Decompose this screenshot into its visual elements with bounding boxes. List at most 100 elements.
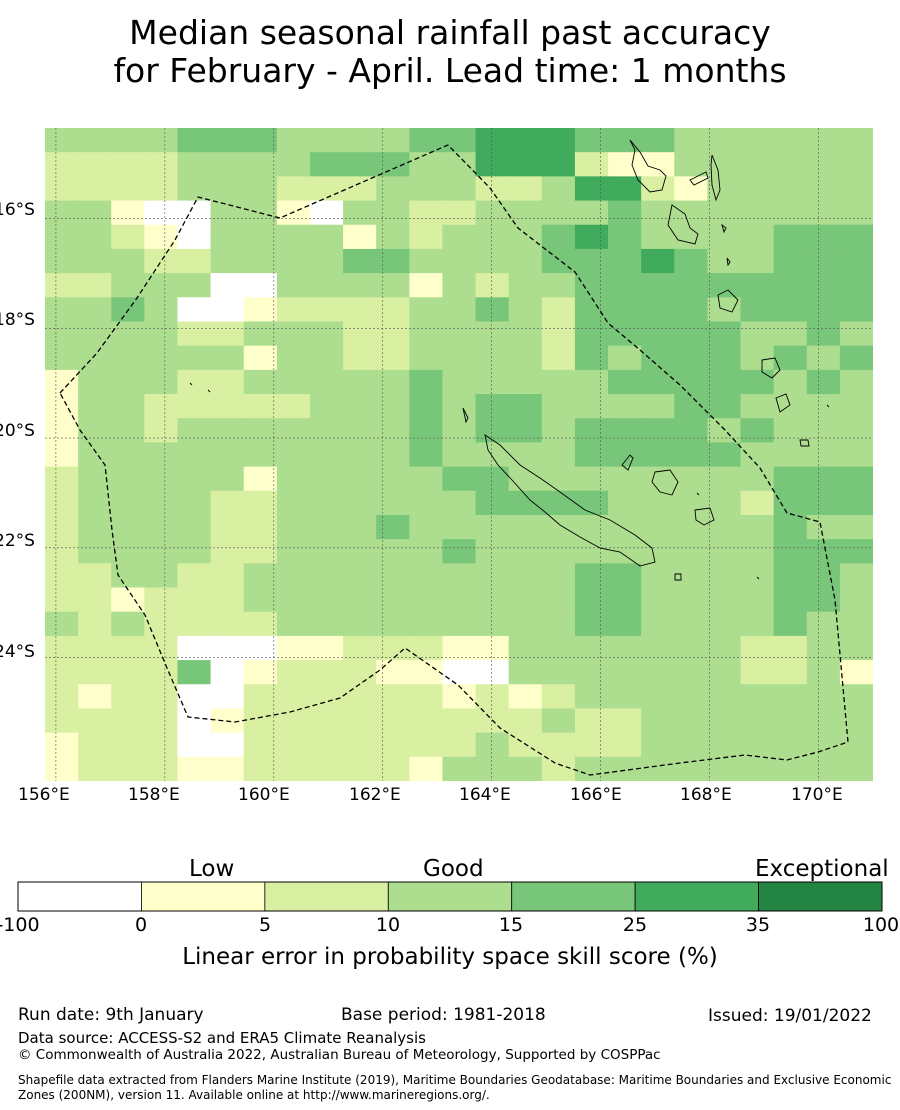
grid-cell xyxy=(674,539,708,564)
grid-cell xyxy=(707,490,742,516)
grid-cell xyxy=(243,394,278,419)
grid-cell xyxy=(45,418,79,444)
grid-cell xyxy=(806,176,841,202)
grid-cell xyxy=(45,539,79,564)
grid-cell xyxy=(210,369,245,395)
lon-tick-164: 164°E xyxy=(459,785,511,805)
grid-cell xyxy=(276,297,311,323)
grid-cell xyxy=(409,152,444,177)
vanuatu-espiritu-santo-coastline xyxy=(629,139,667,193)
grid-cell xyxy=(740,200,775,226)
grid-cell xyxy=(45,587,79,613)
grid-cell xyxy=(475,152,510,177)
grid-cell xyxy=(508,345,543,371)
grid-cell xyxy=(674,200,708,226)
grid-cell xyxy=(210,418,245,444)
grid-cell xyxy=(839,756,873,781)
grid-cell xyxy=(409,708,444,734)
grid-cell xyxy=(210,297,245,323)
grid-cell xyxy=(641,539,675,564)
grid-cell xyxy=(740,297,775,323)
grid-cell xyxy=(674,418,708,444)
grid-cell xyxy=(839,200,873,226)
grid-cell xyxy=(343,660,377,685)
grid-cell xyxy=(740,563,775,589)
data-source: Data source: ACCESS-S2 and ERA5 Climate … xyxy=(18,1029,426,1047)
grid-cell xyxy=(508,635,543,661)
grid-cell xyxy=(674,273,708,298)
grid-cell xyxy=(839,345,873,371)
grid-cell xyxy=(839,539,873,564)
grid-cell xyxy=(309,128,344,153)
grid-cell xyxy=(773,587,808,613)
grid-cell xyxy=(641,490,675,516)
grid-cell xyxy=(343,321,377,347)
grid-cell xyxy=(541,490,576,516)
lon-tick-168: 168°E xyxy=(680,785,732,805)
grid-cell xyxy=(707,248,742,274)
grid-cell xyxy=(343,418,377,444)
grid-cell xyxy=(210,224,245,250)
grid-cell xyxy=(144,587,179,613)
grid-cell xyxy=(78,152,112,177)
colorbar-tick-5: 5 xyxy=(258,914,272,936)
grid-cell xyxy=(376,611,410,637)
grid-cell xyxy=(574,152,609,177)
grid-cell xyxy=(508,684,543,710)
grid-cell xyxy=(508,321,543,347)
grid-cell xyxy=(210,442,245,468)
grid-cell xyxy=(806,660,841,685)
grid-cell xyxy=(111,660,145,685)
grid-cell xyxy=(144,539,179,564)
grid-cell xyxy=(806,514,841,540)
grid-cell xyxy=(508,200,543,226)
grid-cell xyxy=(608,345,642,371)
grid-cell xyxy=(475,224,510,250)
colorbar-tick-100: 100 xyxy=(862,914,900,936)
grid-cell xyxy=(674,345,708,371)
grid-cell xyxy=(641,611,675,637)
grid-cell xyxy=(111,152,145,177)
grid-cell xyxy=(276,539,311,564)
grid-cell xyxy=(839,176,873,202)
grid-cell xyxy=(773,176,808,202)
copyright-notice: © Commonwealth of Australia 2022, Austra… xyxy=(18,1047,661,1063)
grid-cell xyxy=(409,466,444,492)
grid-cell xyxy=(376,466,410,492)
grid-cell xyxy=(210,732,245,758)
grid-cell xyxy=(177,708,212,734)
grid-cell xyxy=(608,490,642,516)
grid-cell xyxy=(210,321,245,347)
grid-cell xyxy=(641,732,675,758)
grid-cell xyxy=(707,708,742,734)
grid-cell xyxy=(707,273,742,298)
grid-cell xyxy=(309,466,344,492)
grid-cell xyxy=(210,248,245,274)
grid-cell xyxy=(144,563,179,589)
colorbar-bin xyxy=(758,881,883,912)
grid-cell xyxy=(78,587,112,613)
grid-cell xyxy=(740,394,775,419)
grid-cell xyxy=(508,128,543,153)
grid-cell xyxy=(773,273,808,298)
grid-cell xyxy=(111,321,145,347)
grid-cell xyxy=(574,128,609,153)
grid-cell xyxy=(276,611,311,637)
grid-cell xyxy=(177,297,212,323)
grid-cell xyxy=(839,369,873,395)
grid-cell xyxy=(707,587,742,613)
grid-cell xyxy=(442,345,477,371)
grid-cell xyxy=(78,394,112,419)
grid-cell xyxy=(773,539,808,564)
colorbar-category-low: Low xyxy=(189,856,235,882)
grid-cell xyxy=(674,684,708,710)
grid-cell xyxy=(409,345,444,371)
grid-cell xyxy=(707,176,742,202)
grid-cell xyxy=(608,369,642,395)
grid-cell xyxy=(541,297,576,323)
grid-cell xyxy=(442,273,477,298)
grid-cell xyxy=(773,200,808,226)
grid-cell xyxy=(508,273,543,298)
grid-cell xyxy=(144,297,179,323)
grid-cell xyxy=(309,514,344,540)
